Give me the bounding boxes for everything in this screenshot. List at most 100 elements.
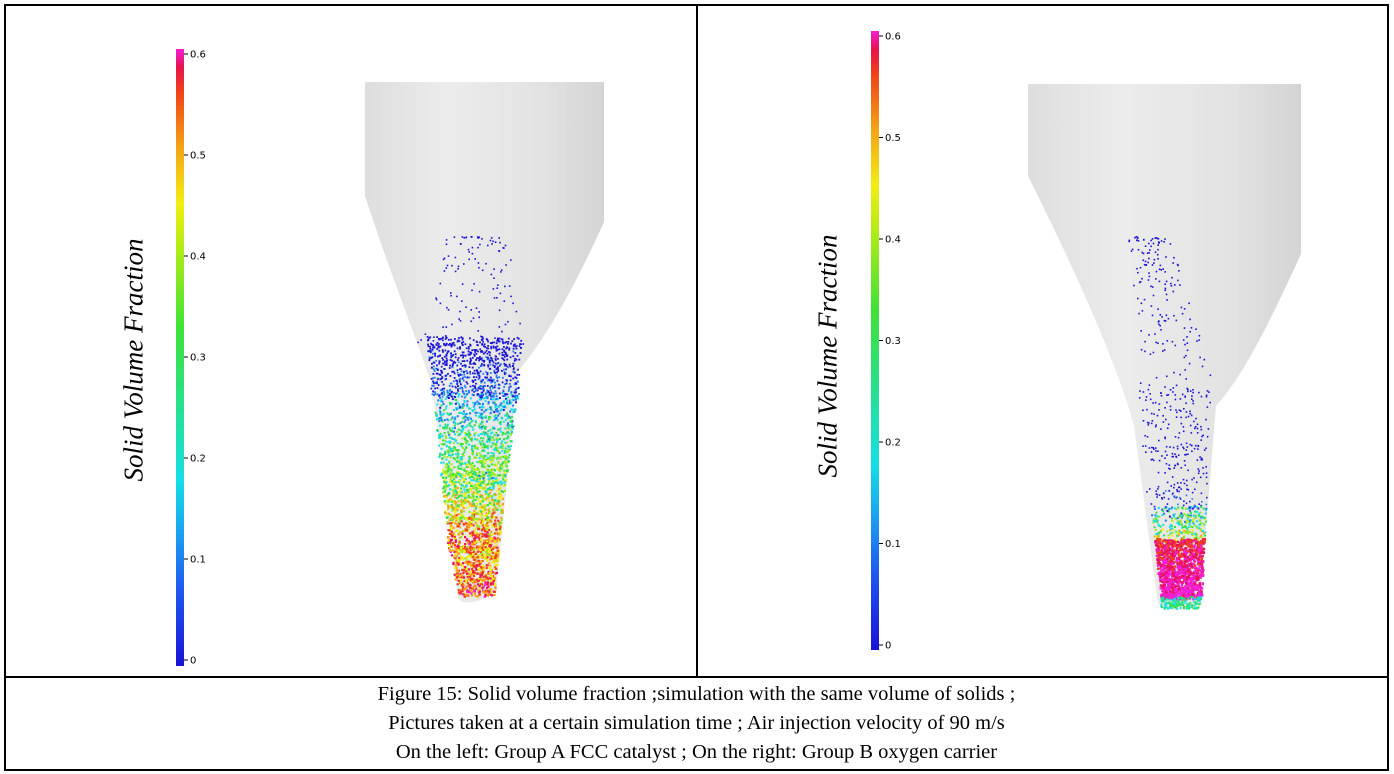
particle xyxy=(513,391,516,394)
particle xyxy=(477,473,480,477)
particle xyxy=(489,469,492,472)
particle xyxy=(1130,250,1133,252)
particle xyxy=(502,478,505,481)
particle xyxy=(451,359,453,362)
particle xyxy=(1204,531,1207,534)
particle xyxy=(510,440,513,443)
particle xyxy=(1157,471,1160,474)
particle xyxy=(465,482,468,485)
particle xyxy=(471,504,474,508)
particle xyxy=(484,351,487,354)
particle xyxy=(453,556,456,559)
particle xyxy=(1206,482,1208,485)
particle xyxy=(459,572,462,575)
particle xyxy=(1204,512,1207,515)
particle xyxy=(487,477,490,480)
particle xyxy=(1189,412,1192,415)
particle xyxy=(1189,511,1192,514)
particle xyxy=(457,465,460,468)
particle xyxy=(1185,585,1188,588)
particle xyxy=(1176,445,1179,448)
particle xyxy=(1188,548,1192,551)
particle xyxy=(1173,580,1176,584)
particle xyxy=(489,475,492,478)
particle xyxy=(1188,558,1191,561)
particle xyxy=(494,390,497,392)
particle xyxy=(449,393,451,395)
particle xyxy=(451,342,454,345)
particle xyxy=(480,542,483,545)
particle xyxy=(1167,602,1169,605)
particle xyxy=(468,543,471,546)
particle xyxy=(473,390,475,393)
particle xyxy=(478,452,481,455)
particle xyxy=(485,515,488,518)
particle xyxy=(461,584,464,587)
particle xyxy=(1169,243,1172,245)
particle xyxy=(488,512,491,515)
particle xyxy=(449,539,452,543)
particle xyxy=(475,349,478,351)
particle xyxy=(473,513,476,516)
particle xyxy=(485,377,487,380)
particle xyxy=(1189,562,1193,565)
particle xyxy=(507,417,510,419)
particle xyxy=(1191,582,1194,585)
particle xyxy=(459,576,463,579)
particle xyxy=(477,527,480,530)
particle xyxy=(488,361,491,364)
particle xyxy=(473,445,476,448)
particle xyxy=(500,518,504,521)
particle xyxy=(452,449,455,452)
particle xyxy=(439,432,442,435)
particle xyxy=(1155,493,1158,495)
particle xyxy=(454,522,457,525)
particle xyxy=(463,448,466,451)
particle xyxy=(1202,467,1204,469)
particle xyxy=(454,338,456,340)
particle xyxy=(1199,549,1202,552)
particle xyxy=(451,509,454,512)
particle xyxy=(1193,447,1196,450)
particle xyxy=(444,363,447,366)
particle xyxy=(485,395,488,398)
particle xyxy=(1173,467,1175,469)
particle xyxy=(471,448,473,451)
particle xyxy=(1167,591,1170,595)
particle xyxy=(473,283,475,285)
particle xyxy=(466,570,469,573)
particle xyxy=(1205,520,1208,523)
particle xyxy=(508,374,511,377)
particle xyxy=(451,355,454,357)
particle xyxy=(1150,412,1153,415)
particle xyxy=(500,468,503,471)
particle xyxy=(467,540,470,543)
particle xyxy=(1179,546,1182,549)
particle xyxy=(468,476,471,479)
particle xyxy=(499,442,502,445)
particle xyxy=(1191,531,1194,534)
particle xyxy=(1179,562,1182,566)
particle xyxy=(432,345,435,348)
particle xyxy=(480,475,483,478)
right-simulation-figure: 0.60.50.40.30.20.10 xyxy=(871,31,1301,652)
particle xyxy=(496,558,500,561)
particle xyxy=(1168,568,1172,571)
particle xyxy=(462,592,465,595)
particle xyxy=(485,527,488,530)
particle xyxy=(1171,276,1173,279)
particle xyxy=(1166,427,1169,429)
particle xyxy=(464,491,467,494)
particle xyxy=(489,491,492,494)
particle xyxy=(1202,568,1205,572)
particle xyxy=(497,474,500,477)
particle xyxy=(466,538,469,541)
particle xyxy=(481,455,484,458)
particle xyxy=(497,368,499,370)
particle xyxy=(468,458,471,461)
particle xyxy=(491,503,494,506)
particle xyxy=(1162,492,1165,495)
particle xyxy=(1173,483,1176,486)
particle xyxy=(490,398,492,401)
particle xyxy=(1171,575,1174,578)
